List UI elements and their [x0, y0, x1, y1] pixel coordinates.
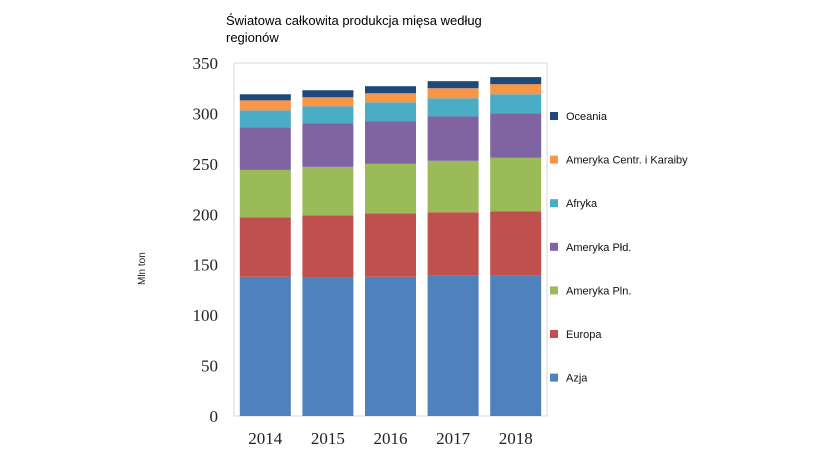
bar-segment-europa-2018 — [490, 211, 542, 276]
x-tick-label: 2014 — [248, 429, 283, 448]
bar-segment-afryka-2018 — [490, 94, 542, 114]
bar-segment-ameryka-pln--2016 — [365, 163, 416, 214]
bar-segment-ameryka-pln--2015 — [302, 166, 354, 216]
legend-label: Azja — [566, 373, 588, 385]
bar-segment-ameryka-p-d--2017 — [427, 116, 479, 161]
bar-segment-ameryka-p-d--2018 — [490, 113, 542, 158]
bar-segment-azja-2014 — [239, 276, 291, 416]
legend-swatch — [550, 242, 558, 251]
bar-segment-ameryka-centr-i-karaiby-2016 — [365, 93, 416, 103]
y-tick-label: 150 — [193, 256, 219, 275]
bars-group — [239, 77, 542, 416]
bar-segment-azja-2015 — [302, 277, 354, 416]
legend-label: Oceania — [566, 111, 608, 123]
legend-label: Afryka — [566, 198, 598, 210]
bar-segment-ameryka-pln--2018 — [490, 157, 542, 212]
legend-label: Ameryka Pln. — [566, 285, 631, 297]
legend-swatch — [550, 199, 558, 208]
legend-swatch — [550, 373, 558, 382]
bar-segment-oceania-2017 — [427, 81, 479, 89]
bar-segment-ameryka-pln--2017 — [427, 160, 479, 213]
legend-swatch — [550, 112, 558, 120]
bar-segment-oceania-2016 — [365, 86, 416, 94]
bar-segment-ameryka-centr-i-karaiby-2017 — [427, 88, 479, 99]
legend-label: Europa — [566, 329, 602, 341]
legend-swatch — [550, 155, 558, 164]
bar-segment-azja-2018 — [490, 275, 542, 416]
bar-segment-ameryka-centr-i-karaiby-2014 — [239, 100, 291, 111]
bar-segment-azja-2017 — [427, 275, 479, 416]
x-tick-label: 2017 — [436, 429, 471, 448]
bar-segment-oceania-2018 — [490, 77, 542, 85]
bar-segment-afryka-2014 — [239, 110, 291, 128]
bar-segment-afryka-2016 — [365, 102, 416, 122]
bar-segment-oceania-2014 — [239, 94, 291, 101]
legend-label: Ameryka Płd. — [566, 242, 631, 254]
legend-swatch — [550, 286, 558, 295]
bar-segment-ameryka-pln--2014 — [239, 169, 291, 218]
x-tick-label: 2018 — [499, 429, 533, 448]
y-tick-label: 300 — [193, 104, 219, 123]
y-tick-label: 0 — [210, 407, 219, 426]
legend-swatch — [550, 330, 558, 338]
x-tick-label: 2015 — [311, 429, 345, 448]
bar-segment-ameryka-p-d--2015 — [302, 123, 354, 167]
bar-segment-ameryka-centr-i-karaiby-2018 — [490, 84, 542, 95]
bar-segment-europa-2016 — [365, 213, 416, 277]
legend: Oceania Ameryka Centr. i Karaiby Afryka Ame… — [550, 111, 688, 385]
bar-segment-afryka-2015 — [302, 106, 354, 124]
x-tick-label: 2016 — [374, 429, 408, 448]
bar-segment-ameryka-centr-i-karaiby-2015 — [302, 97, 354, 107]
bar-segment-ameryka-p-d--2016 — [365, 121, 416, 164]
y-tick-label: 200 — [193, 205, 219, 224]
y-tick-label: 350 — [193, 54, 219, 73]
x-axis-ticks: 2014 2015 2016 2017 2018 — [248, 429, 532, 448]
y-axis-ticks: 0 50 100 150 200 250 300 350 — [193, 54, 219, 426]
y-tick-label: 50 — [201, 357, 218, 376]
bar-segment-europa-2015 — [302, 215, 354, 278]
bar-segment-azja-2016 — [365, 276, 416, 416]
bar-segment-europa-2017 — [427, 212, 479, 276]
y-tick-label: 250 — [193, 155, 219, 174]
bar-segment-ameryka-p-d--2014 — [239, 127, 291, 170]
legend-label: Ameryka Centr. i Karaiby — [566, 155, 688, 167]
bar-segment-afryka-2017 — [427, 98, 479, 117]
y-axis-label: Mln ton — [137, 252, 148, 285]
chart-title-line-1: Światowa całkowita produkcja mięsa wedłu… — [226, 13, 482, 28]
chart-title-line-2: regionów — [226, 30, 279, 45]
bar-segment-europa-2014 — [239, 217, 291, 277]
bar-segment-oceania-2015 — [302, 90, 354, 98]
y-tick-label: 100 — [193, 306, 219, 325]
